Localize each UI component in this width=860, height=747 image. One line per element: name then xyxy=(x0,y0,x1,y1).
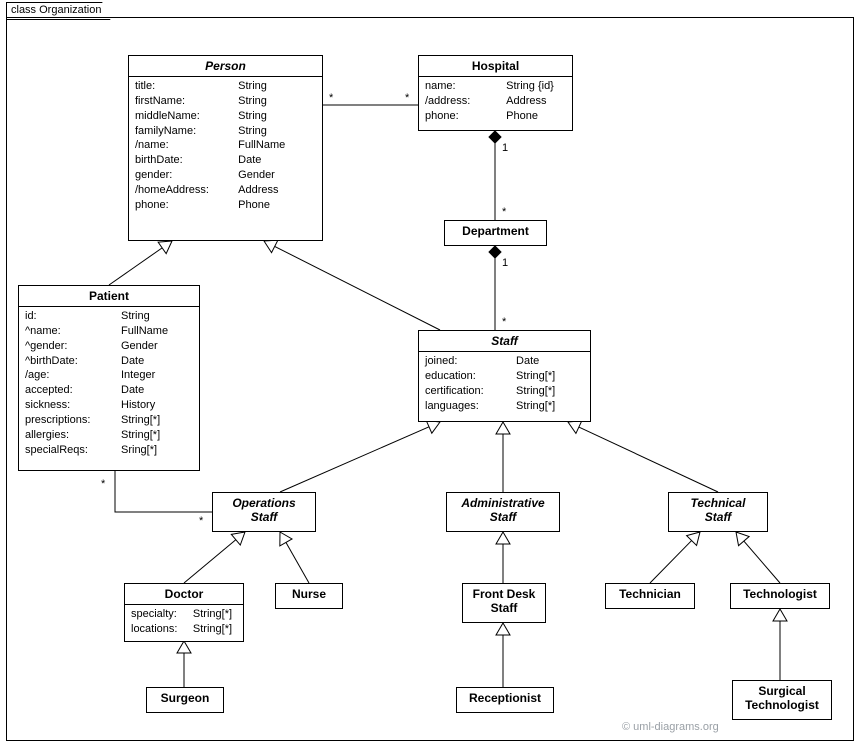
attribute-row: name:String {id} xyxy=(425,79,566,94)
attribute-row: joined:Date xyxy=(425,354,584,369)
class-Technician: Technician xyxy=(605,583,695,609)
class-attributes: id:String^name:FullName^gender:Gender^bi… xyxy=(19,307,199,461)
multiplicity-label: * xyxy=(329,92,333,104)
attribute-row: id:String xyxy=(25,309,193,324)
class-title: Surgeon xyxy=(147,688,223,708)
class-attributes: title:StringfirstName:StringmiddleName:S… xyxy=(129,77,322,217)
attribute-row: firstName:String xyxy=(135,94,316,109)
class-title: Person xyxy=(129,56,322,76)
attribute-row: middleName:String xyxy=(135,109,316,124)
class-attributes: specialty:String[*]locations:String[*] xyxy=(125,605,243,641)
multiplicity-label: * xyxy=(405,92,409,104)
multiplicity-label: * xyxy=(502,206,506,218)
attribute-row: education:String[*] xyxy=(425,369,584,384)
class-attributes: name:String {id}/address:Addressphone:Ph… xyxy=(419,77,572,128)
class-Patient: Patientid:String^name:FullName^gender:Ge… xyxy=(18,285,200,471)
class-SurgicalTechnologist: SurgicalTechnologist xyxy=(732,680,832,720)
class-Staff: Staffjoined:Dateeducation:String[*]certi… xyxy=(418,330,591,422)
attribute-row: birthDate:Date xyxy=(135,153,316,168)
class-Nurse: Nurse xyxy=(275,583,343,609)
class-Department: Department xyxy=(444,220,547,246)
class-title: Nurse xyxy=(276,584,342,604)
attribute-row: accepted:Date xyxy=(25,383,193,398)
class-title: Technician xyxy=(606,584,694,604)
attribute-row: ^gender:Gender xyxy=(25,339,193,354)
class-title: Hospital xyxy=(419,56,572,76)
uml-diagram: class Organization © uml-diagrams.org Pe… xyxy=(0,0,860,747)
class-title: Front DeskStaff xyxy=(463,584,545,618)
attribute-row: allergies:String[*] xyxy=(25,428,193,443)
attribute-row: ^name:FullName xyxy=(25,324,193,339)
class-title: SurgicalTechnologist xyxy=(733,681,831,715)
attribute-row: /homeAddress:Address xyxy=(135,183,316,198)
class-title: Receptionist xyxy=(457,688,553,708)
class-TechnicalStaff: TechnicalStaff xyxy=(668,492,768,532)
class-AdministrativeStaff: AdministrativeStaff xyxy=(446,492,560,532)
class-title: TechnicalStaff xyxy=(669,493,767,527)
class-title: Technologist xyxy=(731,584,829,604)
attribute-row: specialReqs:Sring[*] xyxy=(25,443,193,458)
class-title: OperationsStaff xyxy=(213,493,315,527)
class-Person: Persontitle:StringfirstName:Stringmiddle… xyxy=(128,55,323,241)
class-Surgeon: Surgeon xyxy=(146,687,224,713)
attribute-row: sickness:History xyxy=(25,398,193,413)
attribute-row: familyName:String xyxy=(135,124,316,139)
class-title: Staff xyxy=(419,331,590,351)
attribute-row: /name:FullName xyxy=(135,138,316,153)
attribute-row: phone:Phone xyxy=(135,198,316,213)
attribute-row: ^birthDate:Date xyxy=(25,354,193,369)
class-attributes: joined:Dateeducation:String[*]certificat… xyxy=(419,352,590,417)
attribute-row: gender:Gender xyxy=(135,168,316,183)
class-title: Doctor xyxy=(125,584,243,604)
multiplicity-label: * xyxy=(199,515,203,527)
class-Receptionist: Receptionist xyxy=(456,687,554,713)
class-title: Patient xyxy=(19,286,199,306)
class-title: AdministrativeStaff xyxy=(447,493,559,527)
multiplicity-label: 1 xyxy=(502,142,508,154)
multiplicity-label: * xyxy=(502,316,506,328)
attribute-row: phone:Phone xyxy=(425,109,566,124)
class-OperationsStaff: OperationsStaff xyxy=(212,492,316,532)
class-Hospital: Hospitalname:String {id}/address:Address… xyxy=(418,55,573,131)
attribute-row: specialty:String[*] xyxy=(131,607,237,622)
attribute-row: certification:String[*] xyxy=(425,384,584,399)
attribute-row: languages:String[*] xyxy=(425,399,584,414)
multiplicity-label: 1 xyxy=(502,257,508,269)
attribute-row: title:String xyxy=(135,79,316,94)
class-Doctor: Doctorspecialty:String[*]locations:Strin… xyxy=(124,583,244,642)
watermark: © uml-diagrams.org xyxy=(622,721,719,733)
class-FrontDeskStaff: Front DeskStaff xyxy=(462,583,546,623)
attribute-row: locations:String[*] xyxy=(131,622,237,637)
class-Technologist: Technologist xyxy=(730,583,830,609)
attribute-row: /address:Address xyxy=(425,94,566,109)
attribute-row: prescriptions:String[*] xyxy=(25,413,193,428)
multiplicity-label: * xyxy=(101,478,105,490)
class-title: Department xyxy=(445,221,546,241)
attribute-row: /age:Integer xyxy=(25,368,193,383)
